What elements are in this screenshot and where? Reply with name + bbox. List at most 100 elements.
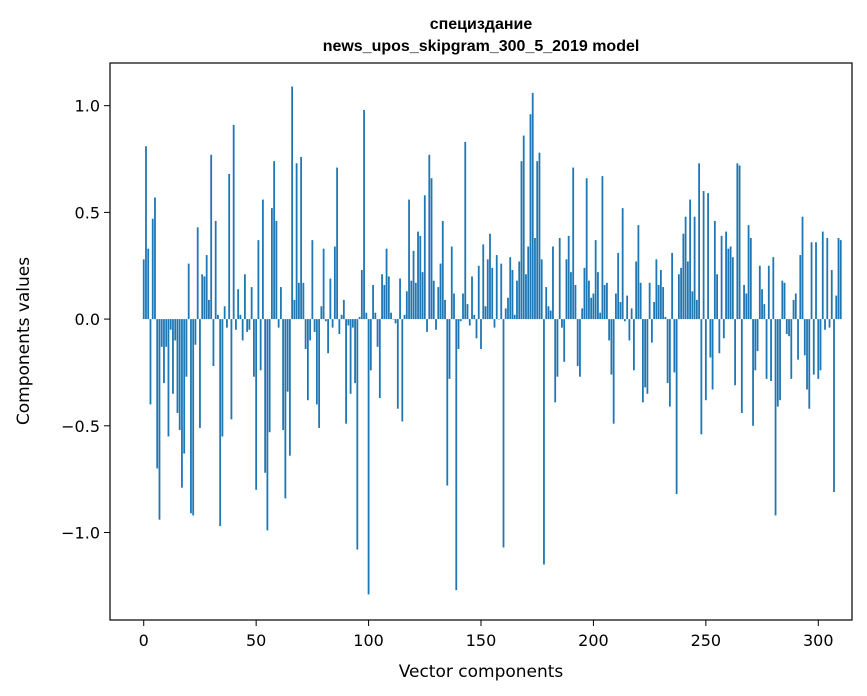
bar [333,246,336,320]
bar [707,193,709,320]
bar [178,319,181,431]
bar [563,319,566,362]
y-tick-label: 0.0 [75,310,100,329]
bar [716,274,718,320]
bar [794,293,797,320]
bar [650,319,653,343]
bar [369,319,372,371]
bar [428,154,431,320]
bar [230,319,233,420]
bar [309,319,312,341]
bar [628,319,631,341]
bar [475,319,478,339]
bar [556,319,559,377]
bar [405,291,408,320]
bar [500,263,503,320]
bar [756,319,759,352]
bar [833,319,835,492]
bar [417,231,419,320]
bar [448,319,451,379]
bar [480,319,482,349]
bar [318,319,321,428]
y-axis-label: Components values [14,257,34,425]
bar [282,319,285,431]
bar [725,231,727,320]
bar [671,252,674,320]
bar [336,167,338,320]
bar [711,319,714,390]
bar [740,319,743,413]
bar [698,163,700,320]
bar [686,261,689,320]
bar [635,261,638,320]
bars-group [142,86,842,595]
bar [302,282,305,320]
bar [270,208,273,320]
bar [709,319,712,358]
bar [208,299,210,320]
bar [835,295,838,320]
bar [610,319,613,375]
bar [754,319,757,371]
bar [203,276,206,320]
bar [837,238,840,320]
bar [320,306,323,320]
bar [684,216,687,320]
bar [221,319,224,437]
bar [633,319,635,371]
bar [185,319,188,377]
bar [572,167,575,320]
bar [446,319,449,486]
bar [246,319,249,332]
bar [223,306,226,320]
bar [781,280,784,320]
bar [615,293,617,320]
bar [772,257,775,320]
bar [839,240,842,320]
bar [680,267,683,320]
bar [830,270,833,320]
y-tick-label: −0.5 [61,417,100,436]
bar [763,304,766,320]
bar [761,289,763,320]
bar [502,319,505,548]
bar [194,319,197,345]
bar [606,282,608,320]
bar [810,242,813,320]
bar [403,314,406,320]
bar [241,319,244,341]
bar [268,319,271,433]
bar [444,299,446,320]
bar [367,319,370,595]
bar [583,267,586,320]
bar [637,225,640,320]
bar [201,274,204,320]
bar [244,274,246,320]
bar [439,263,442,320]
bar [468,319,471,326]
bar [484,306,487,320]
bar [543,319,545,565]
bar [450,246,453,320]
x-tick-label: 100 [353,631,384,650]
bar [210,154,213,320]
bar [464,141,467,320]
bar [491,267,494,320]
bar [356,319,359,550]
bar [531,92,534,320]
bar [547,306,550,320]
bar [612,319,615,424]
bar [347,319,350,326]
bar [731,257,734,320]
bar [799,255,802,320]
bar [291,86,294,320]
chart-title-line-1: специздание [430,16,533,33]
bar [668,319,671,407]
bar [253,319,255,377]
bar [821,231,824,320]
bar [437,287,440,320]
bar [275,220,278,320]
bar [262,199,264,320]
bar [727,248,730,320]
